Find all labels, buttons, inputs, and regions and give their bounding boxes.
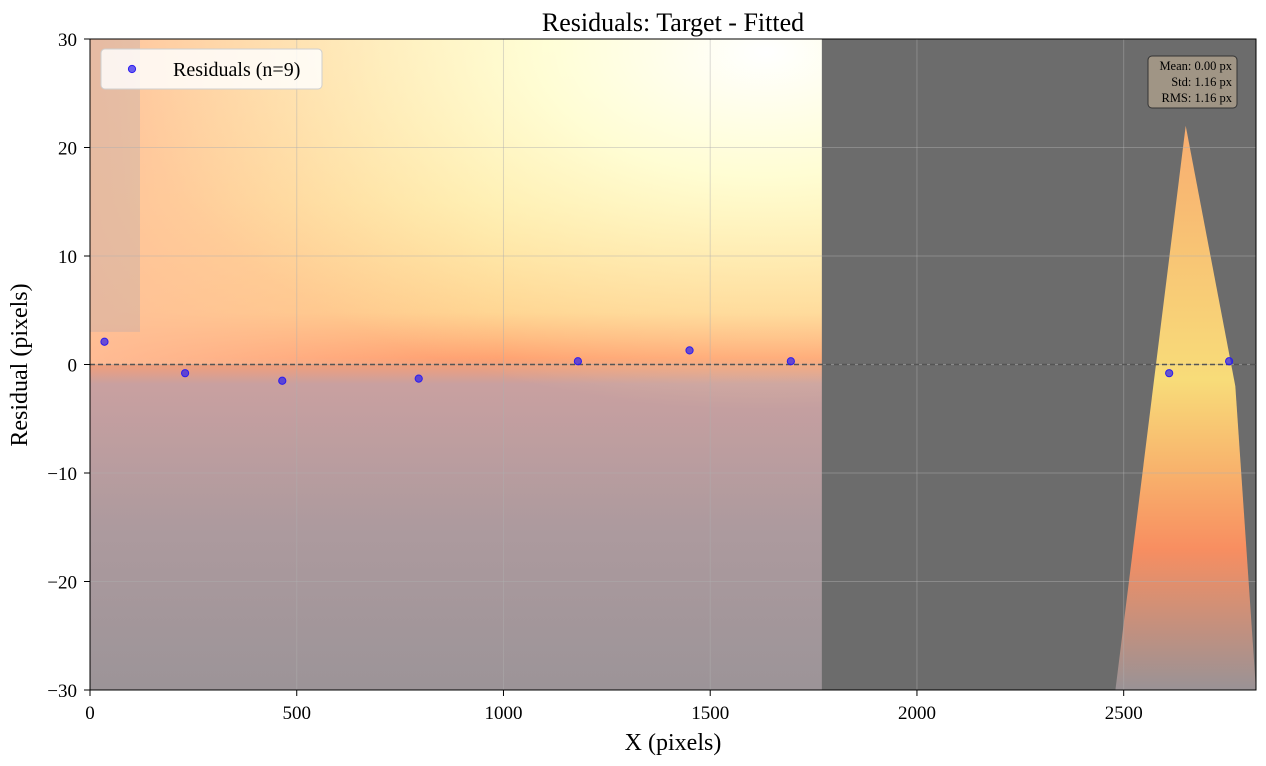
legend-marker [127,64,137,74]
y-tick-label: 20 [58,139,77,160]
residual-point-2 [180,369,190,378]
y-tick-label: 30 [58,30,77,51]
stats-box [1147,55,1238,109]
light-spike [1115,125,1256,690]
residual-point-1 [100,337,109,346]
y-tick-label: −30 [47,681,77,702]
y-tick-label: 0 [68,356,78,377]
residual-points [100,337,1234,385]
x-tick-label: 0 [85,703,95,724]
x-tick-label: 1500 [691,703,729,724]
residual-point-4 [414,374,423,383]
x-tick-label: 500 [282,703,311,724]
x-tick-label: 1000 [484,703,522,724]
residual-point-3 [278,376,287,385]
residual-point-7 [786,357,795,366]
stats-annotation: Mean: 0.00 px Std: 1.16 px RMS: 1.16 px [1147,55,1238,109]
y-axis-label: Residual (pixels) [7,283,33,446]
y-tick-label: −20 [47,573,77,594]
stats-rms: RMS: 1.16 px [1161,91,1232,105]
chart-title: Residuals: Target - Fitted [542,8,804,37]
residual-point-9 [1225,357,1234,366]
y-tick-label: 10 [58,247,77,268]
residual-point-6 [685,346,694,355]
x-axis-label: X (pixels) [625,730,722,756]
legend: Residuals (n=9) [100,48,323,90]
y-tick-label: −10 [47,464,77,485]
x-tick-label: 2000 [898,703,936,724]
residual-point-8 [1165,369,1174,378]
stats-std: Std: 1.16 px [1171,75,1233,89]
y-axis-ticks: −30 −20 −10 0 10 20 30 [47,30,90,702]
residual-point-5 [573,357,583,366]
stats-mean: Mean: 0.00 px [1159,59,1232,73]
legend-entry-residuals: Residuals (n=9) [173,59,300,81]
x-tick-label: 2500 [1105,703,1143,724]
x-axis-ticks: 0 500 1000 1500 2000 2500 [85,690,1143,724]
legend-box [100,48,323,90]
